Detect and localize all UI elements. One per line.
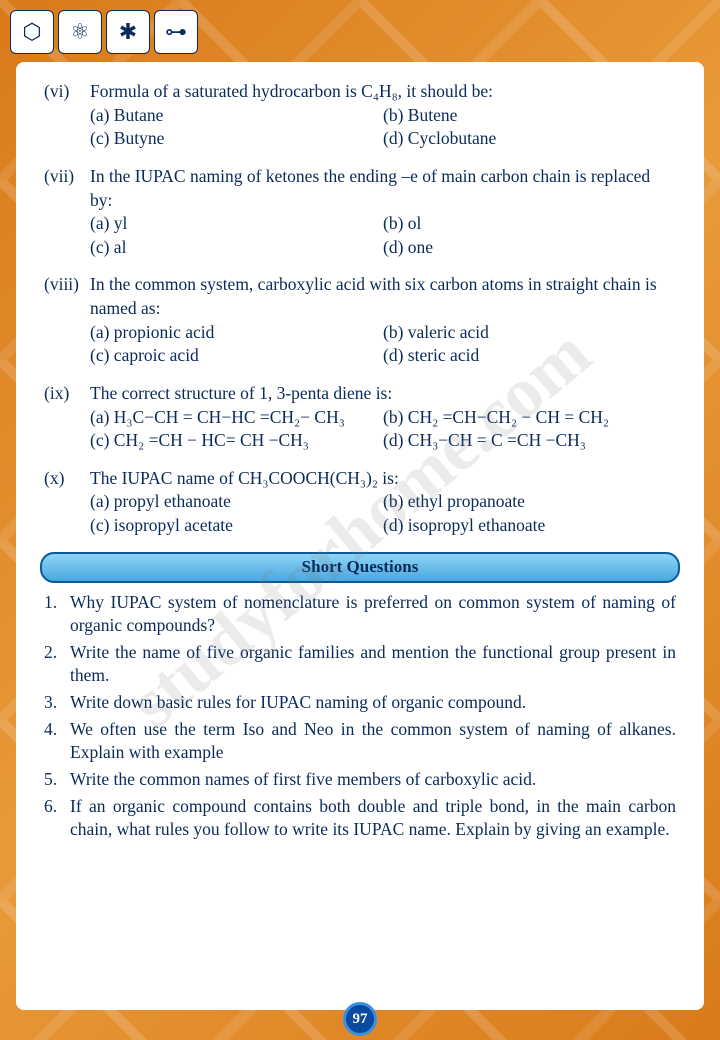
mcq-option-b: (b) CH₂ =CH−CH₂ − CH = CH₂ [383,406,676,430]
sq-number: 4. [44,718,70,765]
chain-icon: ⊶ [154,10,198,54]
sq-text: Why IUPAC system of nomenclature is pref… [70,591,676,638]
mcq-viii: (viii)In the common system, carboxylic a… [44,273,676,368]
mcq-stem: In the IUPAC naming of ketones the endin… [90,165,676,212]
sq-number: 2. [44,641,70,688]
sq-text: If an organic compound contains both dou… [70,795,676,842]
mcq-option-a: (a) yl [90,212,383,236]
short-question: 4.We often use the term Iso and Neo in t… [44,718,676,765]
mcq-option-b: (b) valeric acid [383,321,676,345]
mcq-option-a: (a) H₃C−CH = CH−HC =CH₂− CH₃ [90,406,383,430]
mcq-vi: (vi)Formula of a saturated hydrocarbon i… [44,80,676,151]
mcq-option-d: (d) CH₃−CH = C =CH −CH₃ [383,429,676,453]
sq-text: We often use the term Iso and Neo in the… [70,718,676,765]
section-title-bar: Short Questions [40,552,680,583]
mcq-x: (x)The IUPAC name of CH₃COOCH(CH₃)₂ is: … [44,467,676,538]
mcq-option-d: (d) steric acid [383,344,676,368]
sq-text: Write the common names of first five mem… [70,768,676,792]
page-number-badge: 97 [343,1002,377,1036]
molecule-hex-icon: ⬡ [10,10,54,54]
sq-text: Write the name of five organic families … [70,641,676,688]
mcq-ix: (ix)The correct structure of 1, 3-penta … [44,382,676,453]
mcq-stem: In the common system, carboxylic acid wi… [90,273,676,320]
sq-number: 3. [44,691,70,715]
mcq-option-c: (c) Butyne [90,127,383,151]
short-question: 6.If an organic compound contains both d… [44,795,676,842]
mcq-number: (viii) [44,273,90,320]
sq-number: 6. [44,795,70,842]
mcq-option-d: (d) Cyclobutane [383,127,676,151]
mcq-option-b: (b) Butene [383,104,676,128]
mcq-number: (vi) [44,80,90,104]
mcq-option-c: (c) CH₂ =CH − HC= CH −CH₃ [90,429,383,453]
short-question: 5.Write the common names of first five m… [44,768,676,792]
header-icons: ⬡ ⚛ ✱ ⊶ [10,10,198,54]
mcq-stem: The IUPAC name of CH₃COOCH(CH₃)₂ is: [90,467,676,491]
mcq-option-a: (a) propionic acid [90,321,383,345]
mcq-option-b: (b) ol [383,212,676,236]
mcq-number: (x) [44,467,90,491]
short-question: 1.Why IUPAC system of nomenclature is pr… [44,591,676,638]
mcq-option-c: (c) isopropyl acetate [90,514,383,538]
sq-text: Write down basic rules for IUPAC naming … [70,691,676,715]
page-content: studyforhome.com (vi)Formula of a satura… [16,62,704,1010]
mcq-option-c: (c) al [90,236,383,260]
mcq-stem: Formula of a saturated hydrocarbon is C₄… [90,80,676,104]
sq-number: 1. [44,591,70,638]
short-question: 2.Write the name of five organic familie… [44,641,676,688]
mcq-option-b: (b) ethyl propanoate [383,490,676,514]
mcq-stem: The correct structure of 1, 3-penta dien… [90,382,676,406]
mcq-option-c: (c) caproic acid [90,344,383,368]
sq-number: 5. [44,768,70,792]
mcq-option-d: (d) one [383,236,676,260]
short-question: 3.Write down basic rules for IUPAC namin… [44,691,676,715]
mcq-option-a: (a) propyl ethanoate [90,490,383,514]
mcq-option-a: (a) Butane [90,104,383,128]
mcq-vii: (vii)In the IUPAC naming of ketones the … [44,165,676,260]
network-icon: ✱ [106,10,150,54]
mcq-option-d: (d) isopropyl ethanoate [383,514,676,538]
mcq-number: (ix) [44,382,90,406]
short-questions-list: 1.Why IUPAC system of nomenclature is pr… [44,591,676,842]
atom-icon: ⚛ [58,10,102,54]
mcq-number: (vii) [44,165,90,212]
